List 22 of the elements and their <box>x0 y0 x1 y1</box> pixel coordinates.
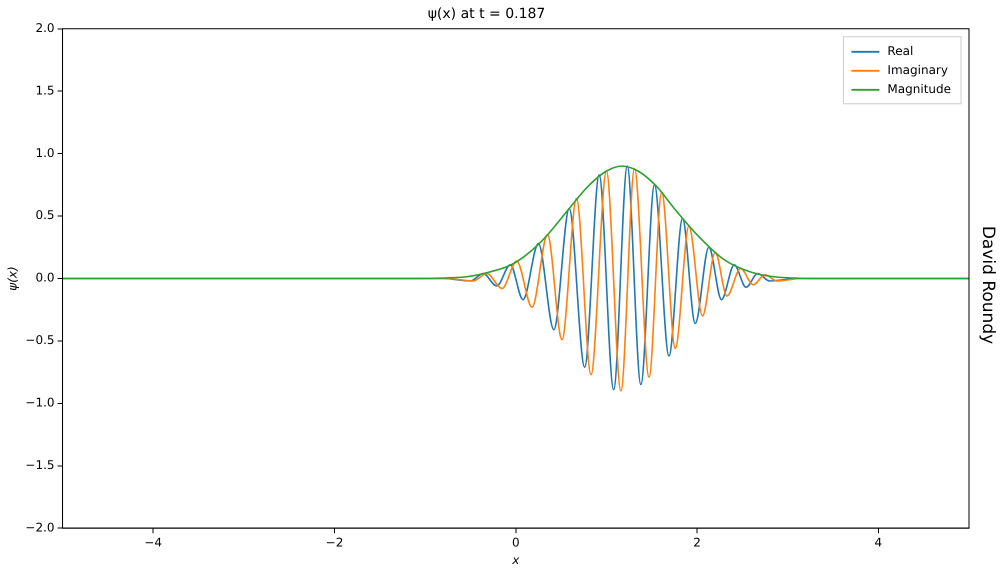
y-axis-title: ψ(x) <box>5 266 20 291</box>
y-tick-label: −1.0 <box>25 395 55 410</box>
y-tick-label: 1.0 <box>35 146 55 160</box>
y-tick-label: 2.0 <box>35 20 55 35</box>
y-tick-label: 1.5 <box>35 83 55 98</box>
legend-label: Imaginary <box>887 62 948 77</box>
y-tick-label: −1.5 <box>25 458 55 472</box>
text: David Roundy <box>978 226 998 344</box>
legend-label: Magnitude <box>887 82 952 96</box>
x-tick-label: −2 <box>326 536 344 550</box>
line-series <box>62 165 969 280</box>
x-tick-label: 2 <box>693 536 701 550</box>
y-tick-label: 0.5 <box>35 208 55 222</box>
legend-label: Real <box>887 44 914 58</box>
y-tick-label: −2.0 <box>25 520 55 534</box>
x-axis-title: x <box>511 552 520 567</box>
y-tick-label: 0.0 <box>35 270 55 285</box>
x-tick-label: −4 <box>144 536 162 550</box>
chart-title: ψ(x) at t = 0.187 <box>428 6 546 22</box>
y-tick-label: −0.5 <box>25 333 55 348</box>
x-tick-label: 0 <box>512 536 520 550</box>
x-tick-label: 4 <box>874 536 882 550</box>
